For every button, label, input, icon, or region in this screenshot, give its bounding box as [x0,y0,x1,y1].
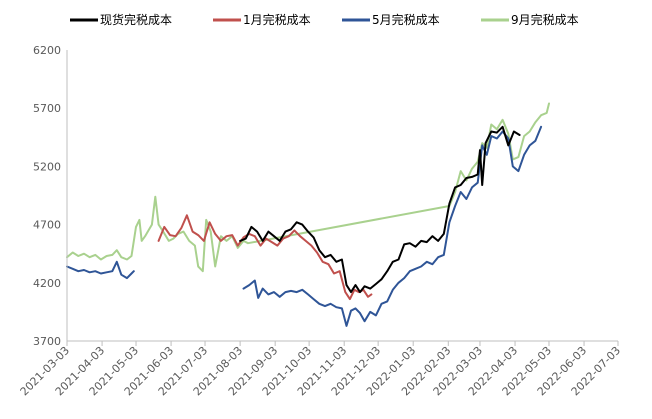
legend-label: 1月完税成本 [243,12,311,27]
y-tick-label: 6200 [33,44,61,57]
legend-label: 9月完税成本 [511,12,579,27]
legend-label: 现货完税成本 [100,12,172,27]
x-axis-tick-labels: 2021-03-032021-04-032021-05-032021-06-03… [18,341,623,398]
legend-label: 5月完税成本 [372,12,440,27]
y-tick-label: 5700 [33,102,61,115]
y-tick-label: 4700 [33,219,61,232]
legend: 现货完税成本 1月完税成本 5月完税成本 9月完税成本 [70,12,579,27]
series-line-0 [239,125,521,294]
series-line-3 [66,102,550,273]
series-line-2 [66,125,543,327]
y-axis-tick-labels: 3700 4200 4700 5200 5700 6200 [33,44,61,348]
y-tick-label: 3700 [33,335,61,348]
series-line-1 [157,214,373,301]
series-lines [66,102,550,327]
y-tick-label: 5200 [33,160,61,173]
y-tick-label: 4200 [33,277,61,290]
